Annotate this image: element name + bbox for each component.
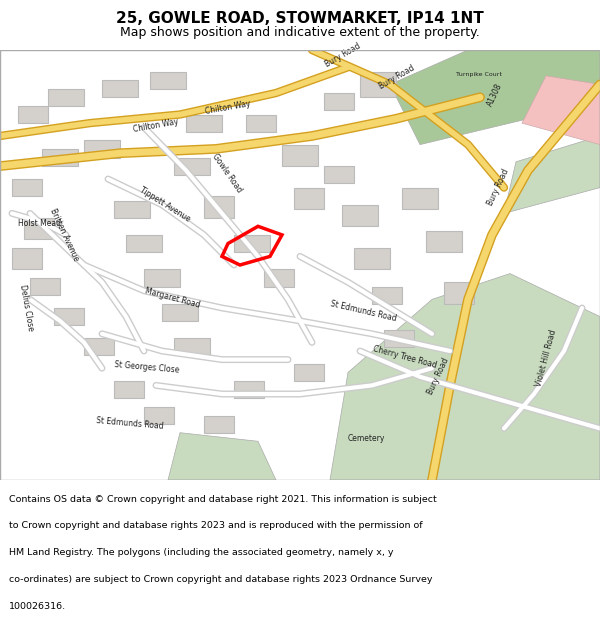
Polygon shape [144,407,174,424]
Polygon shape [294,188,324,209]
Text: Map shows position and indicative extent of the property.: Map shows position and indicative extent… [120,26,480,39]
Text: Bury Road: Bury Road [378,63,416,91]
Polygon shape [402,188,438,209]
Text: St Edmunds Road: St Edmunds Road [330,299,398,323]
Polygon shape [354,248,390,269]
Polygon shape [204,196,234,218]
Polygon shape [372,286,402,304]
Polygon shape [504,136,600,213]
Polygon shape [84,338,114,355]
Polygon shape [360,71,396,98]
Text: Delius Close: Delius Close [18,284,35,331]
Text: Britten Avenue: Britten Avenue [48,208,80,262]
Polygon shape [264,269,294,286]
Polygon shape [102,80,138,98]
Polygon shape [342,205,378,226]
Polygon shape [168,432,276,480]
Text: Chilton Way: Chilton Way [204,99,251,116]
Polygon shape [384,329,414,347]
Polygon shape [324,93,354,110]
Polygon shape [174,338,210,355]
Polygon shape [114,381,144,398]
Polygon shape [54,308,84,325]
Polygon shape [48,89,84,106]
Polygon shape [174,158,210,175]
Text: 100026316.: 100026316. [9,602,66,611]
Polygon shape [390,50,600,144]
Text: Margaret Road: Margaret Road [144,287,201,310]
Text: St Georges Close: St Georges Close [114,360,179,374]
Polygon shape [150,71,186,89]
Polygon shape [234,235,270,252]
Polygon shape [24,217,54,239]
Text: Bury Road: Bury Road [426,356,451,396]
Polygon shape [426,231,462,252]
Text: Gowle Road: Gowle Road [210,152,244,194]
Text: A1308: A1308 [486,82,505,108]
Text: St Edmunds Road: St Edmunds Road [96,416,164,431]
Text: Violet Hill Road: Violet Hill Road [534,329,558,388]
Polygon shape [84,140,120,158]
Text: Cherry Tree Road: Cherry Tree Road [372,344,437,370]
Polygon shape [144,269,180,286]
Polygon shape [186,114,222,132]
Text: Chilton Way: Chilton Way [132,117,179,134]
Text: 25, GOWLE ROAD, STOWMARKET, IP14 1NT: 25, GOWLE ROAD, STOWMARKET, IP14 1NT [116,11,484,26]
Text: Bury Road: Bury Road [324,42,362,69]
Polygon shape [246,114,276,132]
Polygon shape [42,149,78,166]
Text: Contains OS data © Crown copyright and database right 2021. This information is : Contains OS data © Crown copyright and d… [9,494,437,504]
Polygon shape [294,364,324,381]
Text: Bury Road: Bury Road [486,168,511,207]
Polygon shape [18,106,48,123]
Polygon shape [162,304,198,321]
Polygon shape [204,416,234,432]
Polygon shape [522,76,600,144]
Polygon shape [330,274,600,480]
Text: Cemetery: Cemetery [348,434,385,443]
Text: to Crown copyright and database rights 2023 and is reproduced with the permissio: to Crown copyright and database rights 2… [9,521,422,531]
Polygon shape [234,381,264,398]
Text: Turnpike Court: Turnpike Court [456,72,502,77]
Polygon shape [12,179,42,196]
Text: Tippett Avenue: Tippett Avenue [138,186,192,224]
Text: Holst Mead: Holst Mead [18,219,61,228]
Polygon shape [444,282,474,304]
Polygon shape [114,201,150,217]
Polygon shape [12,248,42,269]
Polygon shape [282,144,318,166]
Polygon shape [126,235,162,252]
Text: co-ordinates) are subject to Crown copyright and database rights 2023 Ordnance S: co-ordinates) are subject to Crown copyr… [9,575,433,584]
Polygon shape [324,166,354,183]
Polygon shape [30,278,60,295]
Text: HM Land Registry. The polygons (including the associated geometry, namely x, y: HM Land Registry. The polygons (includin… [9,548,394,557]
